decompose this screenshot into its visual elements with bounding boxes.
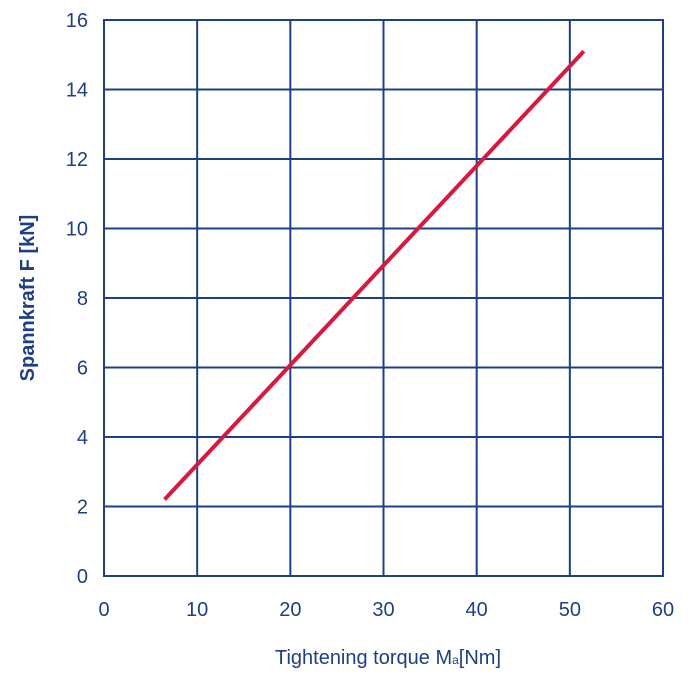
y-tick-label: 2 [77, 497, 88, 519]
y-tick-label: 10 [66, 219, 88, 241]
x-tick-label: 30 [372, 599, 394, 621]
x-axis-label: Tightening torque Ma[Nm] [275, 647, 501, 669]
y-tick-label: 8 [77, 288, 88, 310]
x-tick-label: 40 [466, 599, 488, 621]
x-axis-label-unit: [Nm] [459, 647, 501, 669]
x-tick-label: 60 [652, 599, 674, 621]
y-tick-label: 4 [77, 427, 88, 449]
x-tick-label: 10 [186, 599, 208, 621]
x-axis-label-subscript: a [452, 653, 459, 667]
y-axis-ticks: 0 2 4 6 8 10 12 14 16 [66, 10, 88, 588]
plot-frame [103, 19, 664, 577]
y-axis-label: Spannkraft F [kN] [17, 215, 39, 382]
x-tick-label: 50 [559, 599, 581, 621]
y-tick-label: 14 [66, 80, 88, 102]
x-axis-label-main: Tightening torque M [275, 647, 452, 669]
grid [104, 20, 663, 576]
series-layer [163, 49, 586, 501]
x-axis-ticks: 0 10 20 30 40 50 60 [98, 599, 674, 621]
y-tick-label: 12 [66, 149, 88, 171]
y-tick-label: 16 [66, 10, 88, 32]
y-tick-label: 0 [77, 566, 88, 588]
y-tick-label: 6 [77, 358, 88, 380]
series-line [163, 49, 586, 501]
x-tick-label: 20 [279, 599, 301, 621]
x-tick-label: 0 [98, 599, 109, 621]
